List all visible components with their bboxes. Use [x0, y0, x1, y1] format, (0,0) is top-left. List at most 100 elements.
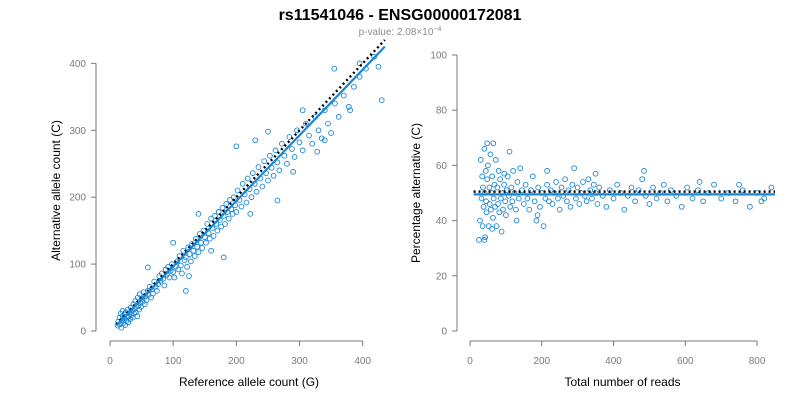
y-tick-label: 0: [80, 327, 86, 338]
x-axis-label: Reference allele count (G): [179, 375, 319, 389]
data-point: [544, 181, 550, 188]
x-tick-label: 100: [165, 356, 182, 367]
data-point: [351, 83, 357, 90]
data-point: [208, 215, 214, 222]
data-point: [522, 181, 529, 188]
data-point: [247, 211, 254, 217]
data-point: [150, 290, 156, 297]
data-point: [485, 162, 491, 169]
data-point: [477, 217, 483, 224]
data-point: [299, 107, 306, 114]
data-point: [138, 296, 145, 302]
data-point: [490, 195, 497, 202]
data-point: [265, 128, 271, 135]
data-point: [325, 120, 331, 127]
data-point: [276, 167, 283, 174]
data-point: [286, 134, 293, 140]
data-point: [233, 209, 240, 215]
data-point: [580, 179, 586, 185]
data-point: [170, 239, 177, 246]
y-tick-label: 20: [436, 271, 448, 282]
data-point: [491, 181, 498, 188]
data-point: [194, 243, 201, 250]
data-point: [255, 164, 262, 170]
chart-subtitle: p-value: 2.08×10−4: [359, 26, 442, 38]
data-point: [480, 184, 486, 191]
data-point: [562, 176, 568, 183]
data-point: [594, 201, 601, 207]
data-point: [345, 104, 352, 110]
data-point: [225, 215, 232, 222]
y-tick-label: 0: [441, 327, 447, 338]
y-axis-label: Percentage alternative (C): [409, 123, 423, 263]
data-point: [507, 203, 514, 210]
data-point: [544, 168, 550, 174]
data-point: [175, 266, 182, 273]
data-point: [378, 97, 385, 104]
data-point: [718, 195, 725, 202]
data-point: [695, 187, 701, 194]
data-point: [614, 181, 620, 188]
data-point: [210, 233, 217, 239]
data-point: [203, 239, 209, 246]
data-point: [589, 195, 595, 202]
data-point: [494, 184, 501, 191]
data-point: [315, 127, 322, 134]
data-point: [482, 234, 488, 241]
data-point: [571, 165, 577, 172]
data-point: [542, 195, 549, 202]
data-point: [296, 139, 303, 146]
data-point: [546, 198, 552, 205]
data-point: [761, 195, 768, 202]
data-point: [485, 223, 492, 229]
data-point: [553, 179, 559, 185]
data-point: [540, 223, 547, 229]
data-point: [483, 209, 490, 216]
data-point: [486, 184, 493, 191]
data-point: [191, 253, 198, 259]
data-point: [299, 147, 306, 154]
data-point: [496, 209, 503, 216]
data-point: [664, 198, 671, 205]
percentage-alternative-scatter-panel: 0 200 400 600 800 0 20 40 60 80 100 Total number of…: [409, 51, 775, 389]
data-point: [610, 195, 617, 202]
data-point: [592, 170, 599, 177]
data-point: [573, 195, 579, 202]
x-tick-label: 200: [228, 356, 245, 367]
data-point: [214, 227, 221, 234]
data-point: [502, 198, 509, 205]
data-point: [170, 269, 177, 275]
y-tick-label: 60: [436, 161, 448, 172]
data-point: [493, 223, 500, 229]
data-point: [768, 184, 775, 191]
data-point: [281, 152, 288, 159]
data-point: [195, 211, 202, 217]
data-point: [514, 179, 521, 185]
data-point: [689, 195, 696, 202]
data-point: [524, 195, 531, 202]
data-point: [515, 195, 522, 202]
data-point: [632, 198, 638, 205]
data-point: [259, 183, 266, 190]
data-point: [181, 257, 188, 263]
data-point: [547, 187, 554, 194]
data-point: [239, 180, 246, 187]
data-point: [510, 168, 516, 174]
data-point: [513, 217, 520, 224]
data-point: [535, 184, 542, 191]
data-point: [267, 152, 273, 159]
data-point: [736, 181, 742, 188]
data-point: [739, 187, 746, 194]
data-point: [603, 203, 610, 210]
data-point: [477, 157, 484, 163]
data-point: [501, 181, 507, 188]
data-point: [238, 203, 245, 210]
data-point: [495, 168, 502, 174]
y-tick-label: 200: [69, 193, 86, 204]
data-point: [498, 228, 505, 235]
data-point: [574, 184, 581, 191]
data-point: [479, 173, 486, 180]
data-point: [204, 221, 211, 227]
data-point: [569, 181, 576, 188]
data-point: [484, 140, 491, 147]
